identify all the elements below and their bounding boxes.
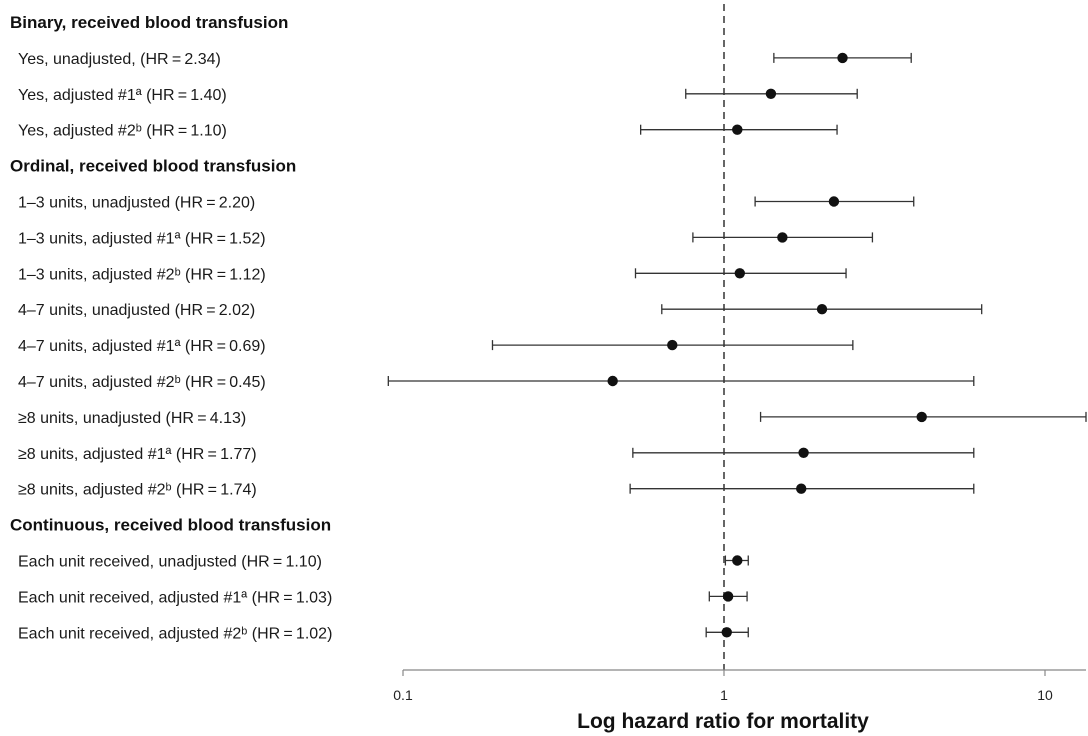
x-axis-ticks: 0.1 1 10 [393, 670, 1053, 703]
hr-point [732, 124, 743, 135]
section-heading: Continuous, received blood transfusion [10, 516, 331, 535]
x-axis: 0.1 1 10 [393, 669, 1086, 703]
hr-point [722, 591, 734, 602]
hr-point [916, 411, 927, 423]
section-heading: Binary, received blood transfusion [10, 13, 288, 32]
row-label: Yes, unadjusted, (HR = 2.34) [18, 51, 221, 68]
row-label: 4–7 units, unadjusted (HR = 2.02) [18, 302, 255, 319]
hr-point [796, 483, 807, 494]
row-label: ≥8 units, adjusted #1ª (HR = 1.77) [18, 446, 257, 463]
x-tick-label: 1 [720, 687, 728, 703]
row-label: 4–7 units, adjusted #1ª (HR = 0.69) [18, 338, 266, 355]
row-label: Each unit received, unadjusted (HR = 1.1… [18, 554, 322, 571]
hr-point [837, 52, 848, 64]
estimate-marks [387, 52, 1087, 638]
hr-point [816, 304, 828, 315]
row-label: 1–3 units, adjusted #1ª (HR = 1.52) [18, 230, 266, 247]
row-label: ≥8 units, unadjusted (HR = 4.13) [18, 410, 246, 427]
section-heading: Ordinal, received blood transfusion [10, 157, 296, 176]
hr-point [828, 196, 840, 207]
row-label: Yes, adjusted #2ᵇ (HR = 1.10) [18, 123, 227, 140]
row-label: Each unit received, adjusted #1ª (HR = 1… [18, 589, 332, 606]
hr-point [607, 375, 618, 387]
hr-point [765, 88, 777, 100]
hr-point [777, 232, 788, 243]
hr-point [734, 268, 745, 279]
row-label: 1–3 units, unadjusted (HR = 2.20) [18, 195, 255, 212]
row-label: Yes, adjusted #1ª (HR = 1.40) [18, 87, 227, 104]
row-label: 4–7 units, adjusted #2ᵇ (HR = 0.45) [18, 374, 266, 391]
x-axis-title: Log hazard ratio for mortality [577, 710, 869, 733]
hr-point [798, 447, 809, 458]
row-label: Each unit received, adjusted #2ᵇ (HR = 1… [18, 625, 332, 642]
hr-point [732, 555, 743, 566]
row-label: 1–3 units, adjusted #2ᵇ (HR = 1.12) [18, 266, 266, 283]
row-labels: Binary, received blood transfusion Yes, u… [10, 13, 332, 642]
x-tick-label: 10 [1037, 687, 1053, 703]
row-label: ≥8 units, adjusted #2ᵇ (HR = 1.74) [18, 482, 257, 499]
hr-point [667, 339, 678, 351]
hr-point [721, 627, 732, 638]
x-tick-label: 0.1 [393, 687, 413, 703]
